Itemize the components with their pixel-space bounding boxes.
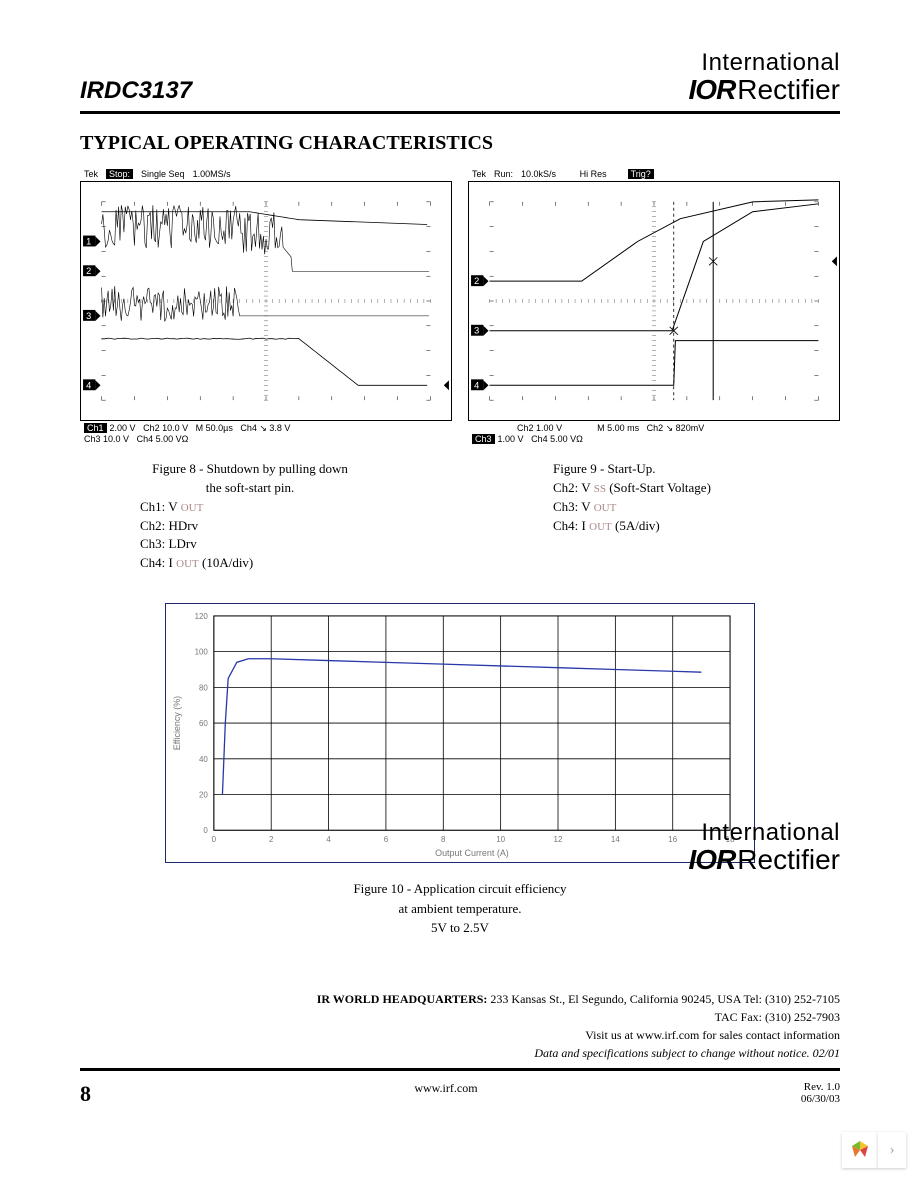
svg-text:4: 4 (474, 380, 479, 390)
scope-figure-8: Tek Stop: Single Seq 1.00MS/s 1 2 3 4 Ch12.… (80, 167, 452, 448)
svg-text:14: 14 (611, 835, 620, 844)
viewer-widget[interactable]: › (842, 1132, 906, 1168)
ch1-box: Ch1 (84, 423, 107, 433)
scope8-rate: 1.00MS/s (193, 169, 231, 179)
logo-line2: IORRectifier (689, 75, 840, 104)
efficiency-canvas: 024681012141618020406080100120Output Cur… (165, 603, 755, 863)
captions-row: Figure 8 - Shutdown by pulling down the … (80, 454, 840, 573)
svg-text:Output Current (A): Output Current (A) (435, 848, 509, 858)
scope9-footer: Ch2 1.00 V M 5.00 ms Ch2 ↘ 820mV Ch31.00… (468, 421, 840, 448)
svg-text:4: 4 (326, 835, 331, 844)
svg-text:100: 100 (195, 648, 209, 657)
scope8-mode: Single Seq (141, 169, 185, 179)
scope9-header: Tek Run: 10.0kS/s Hi Res Trig? (468, 167, 840, 181)
run-label: Run: (494, 169, 513, 179)
viewer-logo-icon[interactable] (842, 1132, 878, 1168)
scope-figure-9: Tek Run: 10.0kS/s Hi Res Trig? 2 3 4 Ch2 1… (468, 167, 840, 448)
svg-text:0: 0 (203, 826, 208, 835)
scope8-canvas: 1 2 3 4 (80, 181, 452, 421)
scope9-canvas: 2 3 4 (468, 181, 840, 421)
scope-row: Tek Stop: Single Seq 1.00MS/s 1 2 3 4 Ch12.… (80, 167, 840, 448)
svg-text:40: 40 (199, 755, 208, 764)
svg-text:10: 10 (496, 835, 505, 844)
svg-text:60: 60 (199, 719, 208, 728)
svg-text:80: 80 (199, 684, 208, 693)
trig-label: Trig? (628, 169, 654, 179)
footer-url: www.irf.com (91, 1081, 801, 1096)
stop-label: Stop: (106, 169, 133, 179)
svg-text:2: 2 (86, 266, 91, 276)
page-header: IRDC3137 International IORRectifier (80, 50, 840, 114)
footer-rev: Rev. 1.0 06/30/03 (801, 1081, 840, 1105)
svg-text:4: 4 (86, 380, 91, 390)
tek-label: Tek (472, 169, 486, 179)
scope8-footer: Ch12.00 V Ch2 10.0 V M 50.0µs Ch4 ↘ 3.8 … (80, 421, 452, 448)
svg-text:3: 3 (474, 325, 479, 335)
svg-text:2: 2 (269, 835, 274, 844)
svg-text:2: 2 (474, 276, 479, 286)
logo-line1: International (689, 50, 840, 75)
next-page-button[interactable]: › (878, 1132, 906, 1168)
headquarters-block: IR WORLD HEADQUARTERS: 233 Kansas St., E… (80, 990, 840, 1071)
tek-label: Tek (84, 169, 98, 179)
brand-logo: International IORRectifier (689, 50, 840, 105)
svg-text:0: 0 (212, 835, 217, 844)
svg-text:Efficiency (%): Efficiency (%) (172, 696, 182, 750)
svg-text:12: 12 (554, 835, 563, 844)
svg-text:6: 6 (384, 835, 389, 844)
efficiency-figure: 024681012141618020406080100120Output Cur… (165, 603, 755, 938)
logo-ior: IOR (689, 74, 736, 105)
scope9-rate: 10.0kS/s (521, 169, 556, 179)
svg-text:1: 1 (86, 236, 91, 246)
part-number: IRDC3137 (80, 77, 192, 105)
figure8-caption: Figure 8 - Shutdown by pulling down the … (80, 460, 427, 573)
page-number: 8 (80, 1081, 91, 1107)
figure9-caption: Figure 9 - Start-Up. Ch2: V SS (Soft-Sta… (443, 460, 840, 573)
svg-text:16: 16 (668, 835, 677, 844)
page-footer: 8 www.irf.com Rev. 1.0 06/30/03 (80, 1081, 840, 1107)
svg-text:120: 120 (195, 612, 209, 621)
figure10-caption: Figure 10 - Application circuit efficien… (165, 879, 755, 938)
scope8-header: Tek Stop: Single Seq 1.00MS/s (80, 167, 452, 181)
svg-text:8: 8 (441, 835, 446, 844)
section-title: TYPICAL OPERATING CHARACTERISTICS (80, 132, 840, 155)
scope9-mode: Hi Res (580, 169, 607, 179)
ch3-box: Ch3 (472, 434, 495, 444)
svg-text:20: 20 (199, 791, 208, 800)
svg-text:3: 3 (86, 311, 91, 321)
footer-logo: International IORRectifier (689, 820, 840, 875)
